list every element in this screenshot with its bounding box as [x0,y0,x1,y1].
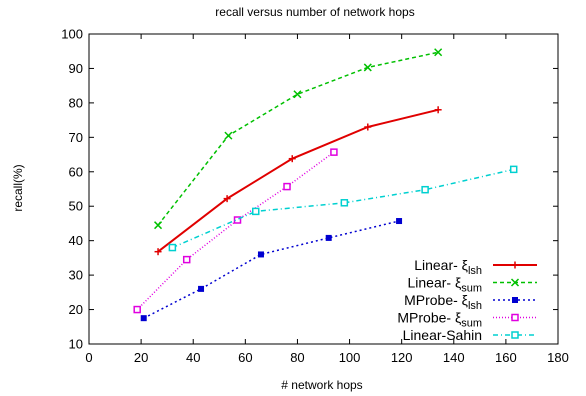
data-point [198,285,205,292]
data-point [283,182,291,191]
data-point [168,243,177,252]
data-point [224,131,233,140]
y-tick-label: 80 [69,95,83,110]
series-1 [154,106,442,256]
series-line [136,151,335,311]
data-point [340,199,349,207]
data-point [325,234,332,241]
y-tick-label: 100 [61,27,83,42]
data-point [223,195,231,203]
series-group [133,48,518,322]
data-point [511,261,519,269]
legend-label-main: Linear- ξ [407,275,461,291]
legend-entry-2: Linear- ξsum [407,275,537,295]
x-tick-label: 40 [186,350,200,365]
x-tick-label: 140 [443,350,465,365]
y-tick-label: 70 [69,130,83,145]
y-tick-label: 30 [69,268,83,283]
data-point [512,297,518,303]
legend-label: Linear-Sahin [403,327,482,343]
y-tick-label: 20 [69,302,83,317]
series-line [143,220,400,319]
data-point [510,278,520,287]
data-point [257,251,264,258]
y-tick-label: 90 [69,61,83,76]
data-point-d2 [510,278,520,287]
data-point [133,305,141,314]
x-tick-label: 20 [134,350,148,365]
legend-label-main: MProbe- ξ [397,310,461,326]
data-point [363,63,372,72]
series-2 [154,48,443,230]
data-point [434,48,443,57]
data-point [330,148,338,156]
y-axis-label: recall(%) [11,164,25,211]
data-point [364,123,372,131]
data-point [511,313,519,322]
data-point-d2 [434,48,443,57]
legend-entry-5: Linear-Sahin [403,327,537,343]
data-point-d2 [224,131,233,140]
legend-entry-1: Linear- ξlsh [414,257,537,277]
legend-label: MProbe- ξlsh [404,292,482,312]
x-tick-label: 180 [547,350,569,365]
y-tick-label: 60 [69,164,83,179]
x-tick-label: 60 [238,350,252,365]
data-point [182,255,191,264]
x-tick-label: 0 [85,350,92,365]
y-tick-label: 40 [69,233,83,248]
data-point-d2 [154,221,163,230]
data-point [233,216,242,224]
data-point [511,331,519,339]
plot-frame [88,33,559,345]
data-point [288,155,296,163]
data-point [252,207,260,216]
x-tick-label: 100 [339,350,361,365]
legend-label-subscript: sum [461,318,482,330]
series-3 [140,218,403,322]
x-tick-label: 160 [495,350,517,365]
data-point [434,106,442,114]
chart-title: recall versus number of network hops [215,5,414,19]
data-point [154,221,163,230]
legend-label-main: Linear- ξ [414,257,468,273]
series-line [172,168,514,249]
data-point [154,248,162,256]
data-point [421,185,429,194]
x-tick-label: 80 [290,350,304,365]
data-point-d2 [363,63,372,72]
series-line [157,51,439,226]
series-line [157,108,439,253]
series-4 [133,148,338,314]
legend-entry-4: MProbe- ξsum [397,310,537,330]
data-point [140,315,147,322]
series-5 [168,165,518,252]
y-tick-label: 50 [69,199,83,214]
legend-label: Linear- ξlsh [414,257,482,277]
data-point [509,165,518,174]
legend-label-subscript: lsh [468,265,482,277]
x-axis-label: # network hops [281,378,362,392]
legend-label-main: MProbe- ξ [404,292,468,308]
legend-entry-3: MProbe- ξlsh [404,292,537,312]
legend-label-main: Linear-Sahin [403,327,482,343]
axes: 0 20 40 60 80 100 120 140 160 180 10 20 30 40 50 60 70 80… [61,27,569,366]
legend-label: Linear- ξsum [407,275,482,295]
data-point [396,218,403,225]
x-tick-label: 120 [391,350,413,365]
legend-label-subscript: lsh [468,300,482,312]
y-tick-label: 10 [69,337,83,352]
data-point-d2 [293,90,302,99]
data-point [293,90,302,99]
legend-label: MProbe- ξsum [397,310,482,330]
legend-label-subscript: sum [461,283,482,295]
